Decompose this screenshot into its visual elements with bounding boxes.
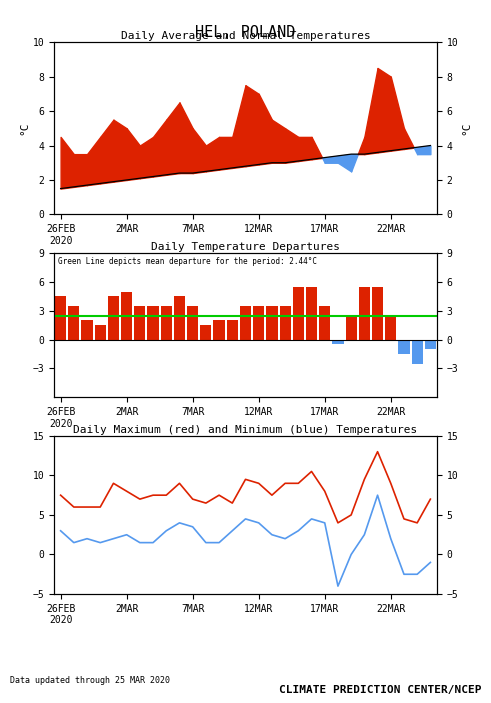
Bar xyxy=(82,321,93,340)
Bar xyxy=(425,340,436,349)
Bar xyxy=(95,325,106,340)
Bar xyxy=(266,306,277,340)
Bar xyxy=(147,306,159,340)
Bar xyxy=(240,306,251,340)
Bar xyxy=(227,321,238,340)
Bar xyxy=(372,287,383,340)
Bar xyxy=(55,296,66,340)
Text: CLIMATE PREDICTION CENTER/NCEP: CLIMATE PREDICTION CENTER/NCEP xyxy=(279,685,481,695)
Y-axis label: °C: °C xyxy=(461,122,471,135)
Title: Daily Maximum (red) and Minimum (blue) Temperatures: Daily Maximum (red) and Minimum (blue) T… xyxy=(73,425,418,435)
Bar xyxy=(306,287,317,340)
Bar xyxy=(214,321,225,340)
Bar xyxy=(174,296,185,340)
Bar xyxy=(319,306,330,340)
Bar xyxy=(359,287,370,340)
Bar xyxy=(398,340,409,354)
Bar xyxy=(332,340,344,344)
Bar xyxy=(293,287,304,340)
Bar xyxy=(134,306,145,340)
Bar xyxy=(68,306,80,340)
Title: Daily Average and Normal Temperatures: Daily Average and Normal Temperatures xyxy=(121,32,370,41)
Bar xyxy=(385,316,396,340)
Bar xyxy=(161,306,172,340)
Bar xyxy=(108,296,119,340)
Bar xyxy=(411,340,423,363)
Bar xyxy=(187,306,198,340)
Y-axis label: °C: °C xyxy=(20,122,30,135)
Title: Daily Temperature Departures: Daily Temperature Departures xyxy=(151,243,340,252)
Bar xyxy=(279,306,291,340)
Text: HEL, POLAND: HEL, POLAND xyxy=(195,25,296,39)
Text: Green Line depicts mean departure for the period: 2.44°C: Green Line depicts mean departure for th… xyxy=(58,257,317,266)
Bar xyxy=(200,325,212,340)
Bar xyxy=(253,306,264,340)
Text: Data updated through 25 MAR 2020: Data updated through 25 MAR 2020 xyxy=(10,676,170,685)
Bar xyxy=(346,316,357,340)
Bar xyxy=(121,292,132,340)
